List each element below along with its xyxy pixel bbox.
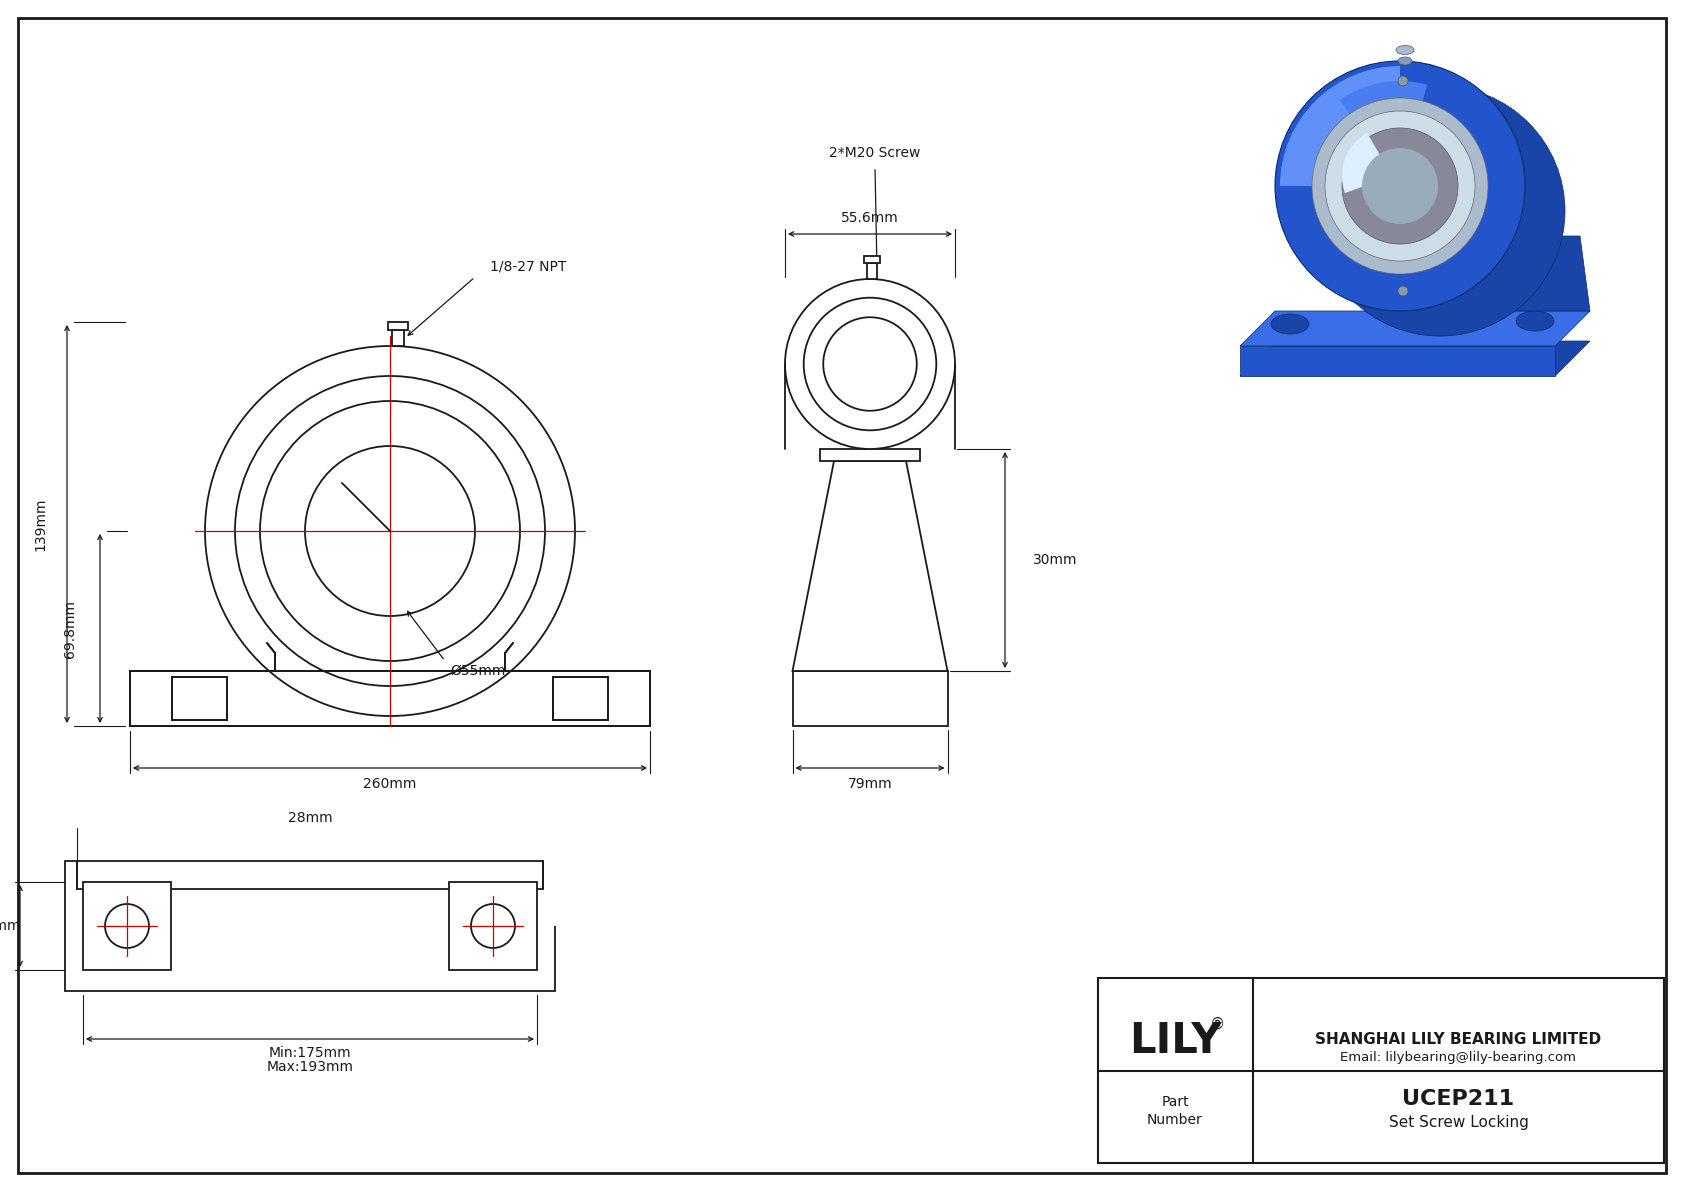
Bar: [820, 449, 919, 461]
Bar: [552, 676, 608, 721]
Polygon shape: [1239, 311, 1590, 347]
Text: SHANGHAI LILY BEARING LIMITED: SHANGHAI LILY BEARING LIMITED: [1315, 1031, 1601, 1047]
Ellipse shape: [1398, 57, 1411, 66]
Bar: [66, 861, 556, 991]
Text: UCEP211: UCEP211: [1403, 1089, 1514, 1109]
Text: Ø55mm: Ø55mm: [450, 665, 505, 678]
Circle shape: [1312, 98, 1489, 274]
Text: LILY: LILY: [1128, 1019, 1221, 1062]
Circle shape: [1275, 61, 1526, 311]
Bar: [172, 676, 227, 721]
Bar: [130, 671, 650, 727]
Text: 25mm: 25mm: [0, 919, 20, 933]
Ellipse shape: [1271, 314, 1308, 333]
Wedge shape: [1342, 132, 1393, 193]
Circle shape: [1398, 286, 1408, 297]
Polygon shape: [793, 461, 948, 671]
Bar: [172, 676, 227, 721]
Text: 260mm: 260mm: [364, 777, 416, 791]
Text: 69.8mm: 69.8mm: [62, 599, 77, 657]
Ellipse shape: [1516, 311, 1554, 331]
Text: 139mm: 139mm: [34, 498, 47, 550]
Text: ®: ®: [1211, 1016, 1226, 1031]
Text: Part
Number: Part Number: [1147, 1095, 1202, 1127]
Text: Max:193mm: Max:193mm: [266, 1060, 354, 1074]
Polygon shape: [1383, 236, 1452, 311]
Circle shape: [1325, 111, 1475, 261]
Bar: [392, 330, 404, 347]
Polygon shape: [1445, 236, 1590, 311]
Polygon shape: [1239, 347, 1554, 376]
Circle shape: [1362, 148, 1438, 224]
Bar: [77, 861, 542, 888]
Circle shape: [1342, 127, 1458, 244]
Bar: [864, 256, 881, 263]
Wedge shape: [1280, 66, 1399, 186]
Text: 30mm: 30mm: [1032, 553, 1078, 567]
Ellipse shape: [1315, 86, 1564, 336]
Bar: [867, 263, 877, 279]
Wedge shape: [1340, 81, 1426, 186]
Bar: [1098, 978, 1664, 1162]
Text: Email: lilybearing@lily-bearing.com: Email: lilybearing@lily-bearing.com: [1340, 1050, 1576, 1064]
Bar: [793, 671, 948, 727]
Bar: [552, 676, 608, 721]
Bar: [81, 803, 701, 925]
Circle shape: [1398, 76, 1408, 86]
Text: 79mm: 79mm: [847, 777, 893, 791]
Bar: [450, 883, 537, 969]
Ellipse shape: [1396, 45, 1415, 55]
Bar: [130, 671, 650, 727]
Text: Min:175mm: Min:175mm: [269, 1046, 352, 1060]
Text: Set Screw Locking: Set Screw Locking: [1389, 1116, 1529, 1130]
Circle shape: [785, 279, 955, 449]
Text: 55.6mm: 55.6mm: [840, 211, 899, 225]
Bar: [83, 883, 172, 969]
Wedge shape: [1305, 71, 1399, 186]
Polygon shape: [1239, 341, 1590, 376]
Text: 2*M20 Screw: 2*M20 Screw: [829, 146, 921, 160]
Text: 1/8-27 NPT: 1/8-27 NPT: [490, 260, 566, 274]
Bar: [387, 322, 408, 330]
Text: 28mm: 28mm: [288, 811, 332, 825]
